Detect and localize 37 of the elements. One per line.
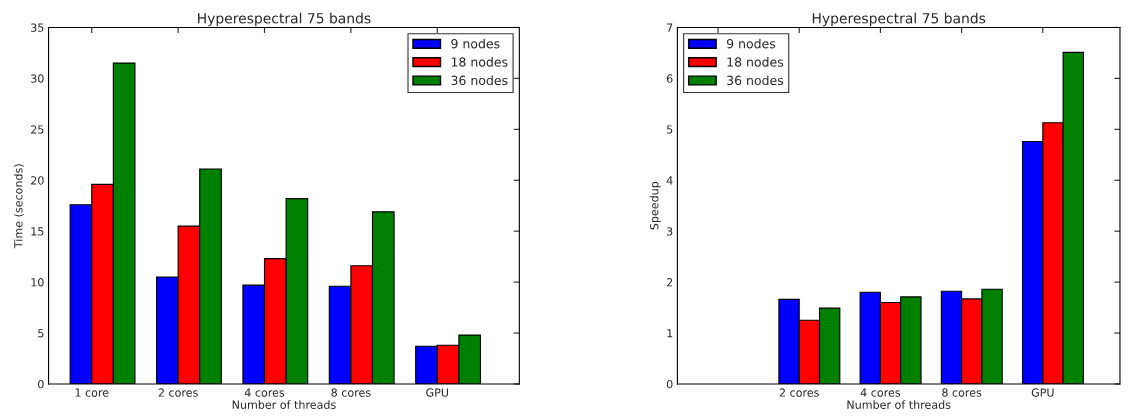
x-tick-label: 2 cores [779, 388, 819, 397]
y-tick-label: 4 [666, 176, 673, 185]
y-tick-label: 7 [667, 23, 673, 32]
chart-title: Hyperespectral 75 bands [198, 12, 371, 27]
y-tick-label: 6 [666, 74, 673, 83]
x-tick-label: 4 cores [860, 388, 901, 397]
y-axis-title: Time (seconds) [13, 164, 24, 249]
x-tick-label: GPU [426, 388, 449, 397]
legend-label: 36 nodes [451, 75, 508, 86]
y-tick-label: 2 [666, 278, 673, 287]
x-tick-label: GPU [1031, 388, 1054, 397]
y-tick-label: 5 [38, 329, 44, 338]
legend-label: 9 nodes [451, 38, 500, 49]
y-tick-label: 1 [667, 329, 673, 338]
y-tick-label: 0 [666, 379, 673, 389]
y-tick-label: 35 [31, 23, 44, 32]
legend-label: 36 nodes [727, 75, 784, 86]
x-axis-title: Number of threads [232, 400, 336, 409]
y-axis-title: Speedup [649, 181, 661, 230]
y-tick-label: 20 [31, 176, 44, 185]
y-tick-label: 10 [31, 278, 44, 287]
y-tick-label: 5 [667, 125, 673, 134]
legend-label: 18 nodes [451, 57, 508, 67]
legend-label: 18 nodes [727, 57, 784, 67]
y-tick-label: 0 [38, 379, 44, 389]
x-tick-label: 8 cores [331, 388, 371, 397]
x-tick-label: 4 cores [244, 388, 285, 397]
y-tick-label: 25 [31, 125, 44, 134]
y-tick-label: 30 [31, 74, 44, 83]
y-tick-label: 3 [667, 227, 673, 236]
chart-title: Hyperespectral 75 bands [812, 12, 986, 27]
x-tick-label: 8 cores [942, 388, 982, 397]
legend-label: 9 nodes [726, 38, 776, 49]
x-tick-label: 2 cores [158, 388, 198, 397]
x-axis-title: Number of threads [847, 400, 951, 409]
y-tick-label: 15 [31, 227, 44, 236]
x-tick-label: 1 core [75, 388, 109, 397]
